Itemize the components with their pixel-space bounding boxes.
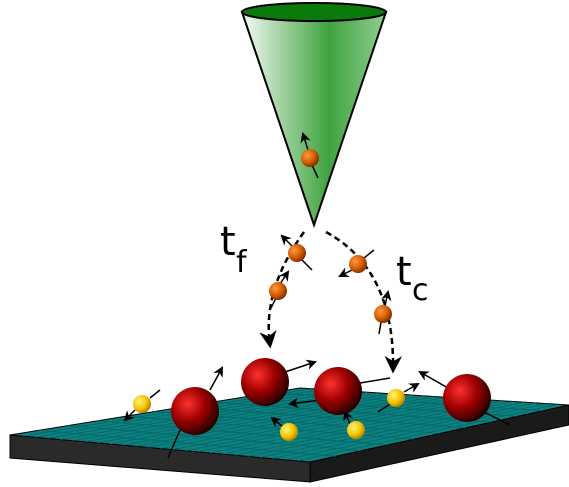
label-tf: t	[220, 219, 236, 265]
hop-paths	[269, 232, 393, 370]
diagram: t f t c	[0, 0, 569, 487]
tip	[242, 3, 386, 225]
label-tc: t	[396, 249, 412, 295]
label-tf-sub: f	[236, 245, 248, 280]
label-tc-sub: c	[412, 273, 429, 308]
